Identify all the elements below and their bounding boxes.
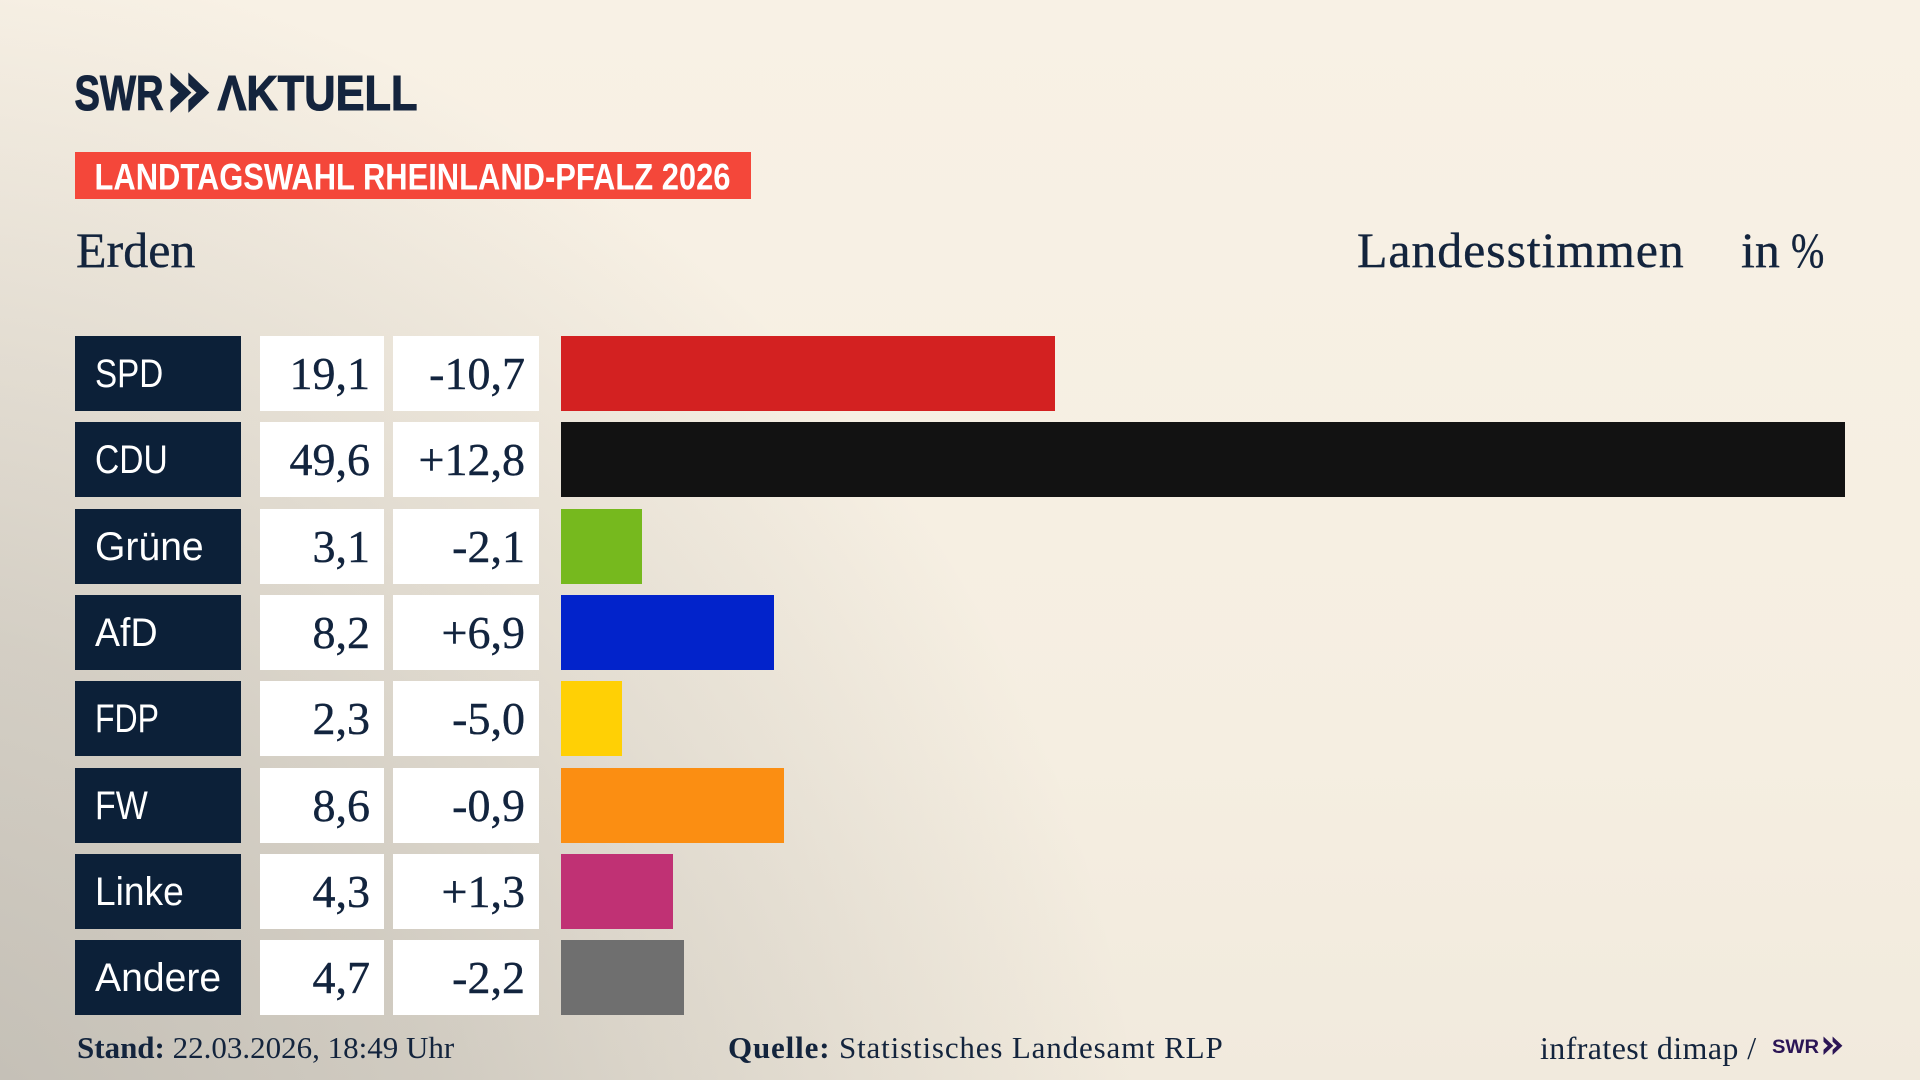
svg-text:ΛKTUELL: ΛKTUELL [218, 67, 418, 121]
svg-text:SWR: SWR [75, 67, 164, 121]
svg-text:SWR: SWR [1772, 1036, 1819, 1058]
svg-text:LANDTAGSWAHL RHEINLAND-PFALZ 2: LANDTAGSWAHL RHEINLAND-PFALZ 2026 [95, 156, 731, 198]
